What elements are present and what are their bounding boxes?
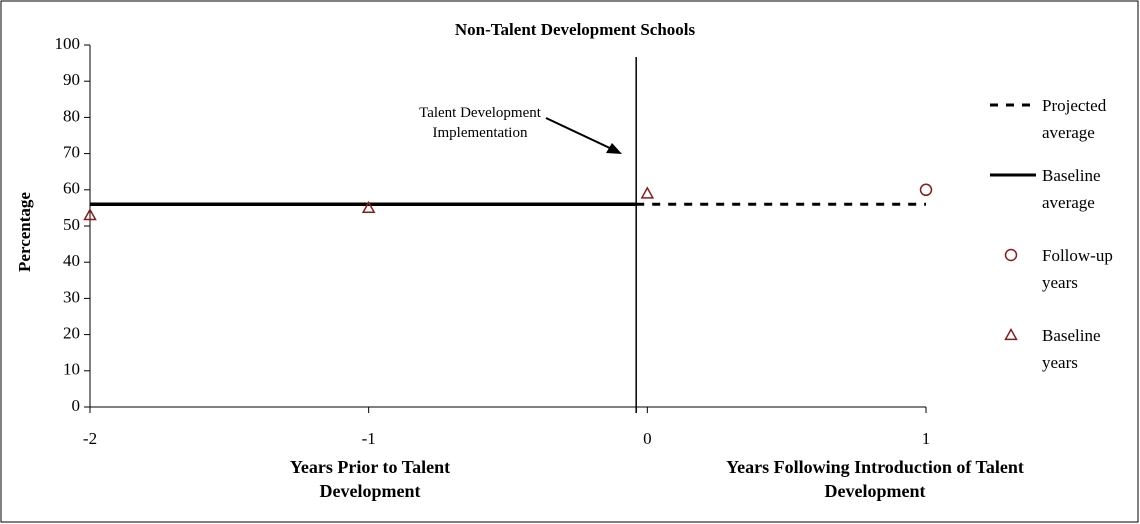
y-tick-label: 70 xyxy=(63,143,80,162)
legend-label: Baseline years xyxy=(1042,326,1101,372)
x-axis-label-left: Years Prior to Talent Development xyxy=(289,457,451,501)
y-tick-label: 60 xyxy=(63,179,80,198)
point xyxy=(361,200,376,214)
y-axis-label: Percentage xyxy=(15,192,34,272)
y-tick-label: 40 xyxy=(63,251,80,270)
legend-label: Projected average xyxy=(1042,96,1107,142)
point xyxy=(919,183,933,197)
x-tick-label: 1 xyxy=(922,429,931,448)
legend-swatch xyxy=(1004,327,1018,341)
legend-swatch xyxy=(1004,248,1018,262)
y-tick-label: 80 xyxy=(63,106,80,125)
point xyxy=(640,186,655,199)
x-axis-label-right: Years Following Introduction of Talent D… xyxy=(726,457,1024,501)
y-tick-label: 0 xyxy=(72,396,81,415)
y-tick-label: 100 xyxy=(55,34,81,53)
y-tick-label: 20 xyxy=(63,324,80,343)
x-tick-label: -2 xyxy=(83,429,97,448)
annotation-arrowhead xyxy=(606,143,622,154)
y-tick-label: 50 xyxy=(63,215,80,234)
y-tick-label: 90 xyxy=(63,70,80,89)
annotation-arrow xyxy=(545,117,615,151)
y-tick-label: 10 xyxy=(63,360,80,379)
legend-label: Follow-up years xyxy=(1042,246,1113,292)
chart-title: Non-Talent Development Schools xyxy=(455,20,696,39)
point xyxy=(83,208,97,221)
x-tick-label: -1 xyxy=(362,429,376,448)
annotation: Talent Development Implementation xyxy=(419,105,541,141)
legend-label: Baseline average xyxy=(1042,166,1101,212)
x-tick-label: 0 xyxy=(643,429,652,448)
y-tick-label: 30 xyxy=(63,287,80,306)
